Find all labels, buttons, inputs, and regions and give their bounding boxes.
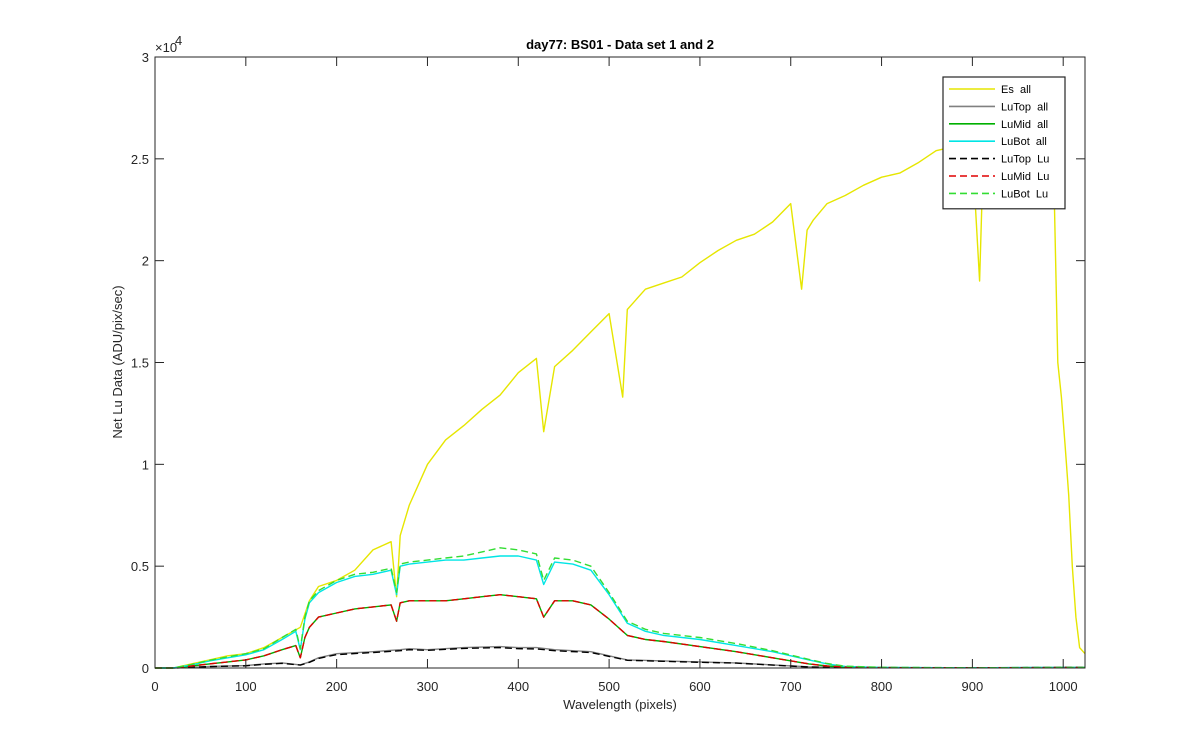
legend-entry-3: LuBot all: [1001, 136, 1047, 148]
plot-area: 0 100 200 300 400 500 600 700 800 900 1000 0 0.5 1 1.5…: [131, 50, 1086, 694]
x-tick-label: 800: [871, 679, 893, 694]
legend-entry-2: LuMid all: [1001, 119, 1048, 131]
x-tick-label: 200: [326, 679, 348, 694]
legend: Es all LuTop all LuMid all LuBot all LuTop L…: [942, 76, 1066, 210]
y-tick-label: 0.5: [131, 559, 149, 574]
y-tick-label: 2: [142, 254, 149, 269]
x-tick-label: 400: [507, 679, 529, 694]
series-line-6: [155, 547, 1085, 669]
legend-entry-5: LuMid Lu: [1001, 171, 1049, 183]
y-tick-label: 2.5: [131, 152, 149, 167]
y-tick-label: 0: [142, 661, 149, 676]
legend-entry-4: LuTop Lu: [1001, 154, 1049, 166]
x-tick-label: 500: [598, 679, 620, 694]
y-tick-label: 3: [142, 50, 149, 65]
x-tick-label: 900: [962, 679, 984, 694]
y-exponent-power: 4: [175, 33, 182, 48]
legend-entry-0: Es all: [1001, 84, 1031, 96]
x-tick-label: 1000: [1049, 679, 1078, 694]
x-tick-label: 100: [235, 679, 257, 694]
y-tick-label: 1.5: [131, 356, 149, 371]
legend-entry-1: LuTop all: [1001, 101, 1048, 113]
x-tick-label: 300: [417, 679, 439, 694]
y-exponent-base: ×10: [155, 40, 177, 55]
x-tick-label: 0: [151, 679, 158, 694]
y-tick-label: 1: [142, 457, 149, 472]
y-axis-exponent: ×10 4: [155, 33, 182, 55]
series-line-5: [155, 594, 1085, 669]
x-axis-label: Wavelength (pixels): [563, 697, 677, 712]
legend-box: [942, 76, 1066, 210]
series-layer: [155, 145, 1086, 669]
chart-title: day77: BS01 - Data set 1 and 2: [526, 37, 714, 52]
y-axis-label: Net Lu Data (ADU/pix/sec): [110, 285, 125, 438]
legend-entry-6: LuBot Lu: [1001, 188, 1048, 200]
axes-layer: 0 100 200 300 400 500 600 700 800 900 1000 0 0.5 1 1.5…: [131, 50, 1086, 694]
axes-background: [155, 57, 1085, 668]
series-line-3: [155, 555, 1085, 669]
x-tick-label: 600: [689, 679, 711, 694]
x-tick-label: 700: [780, 679, 802, 694]
